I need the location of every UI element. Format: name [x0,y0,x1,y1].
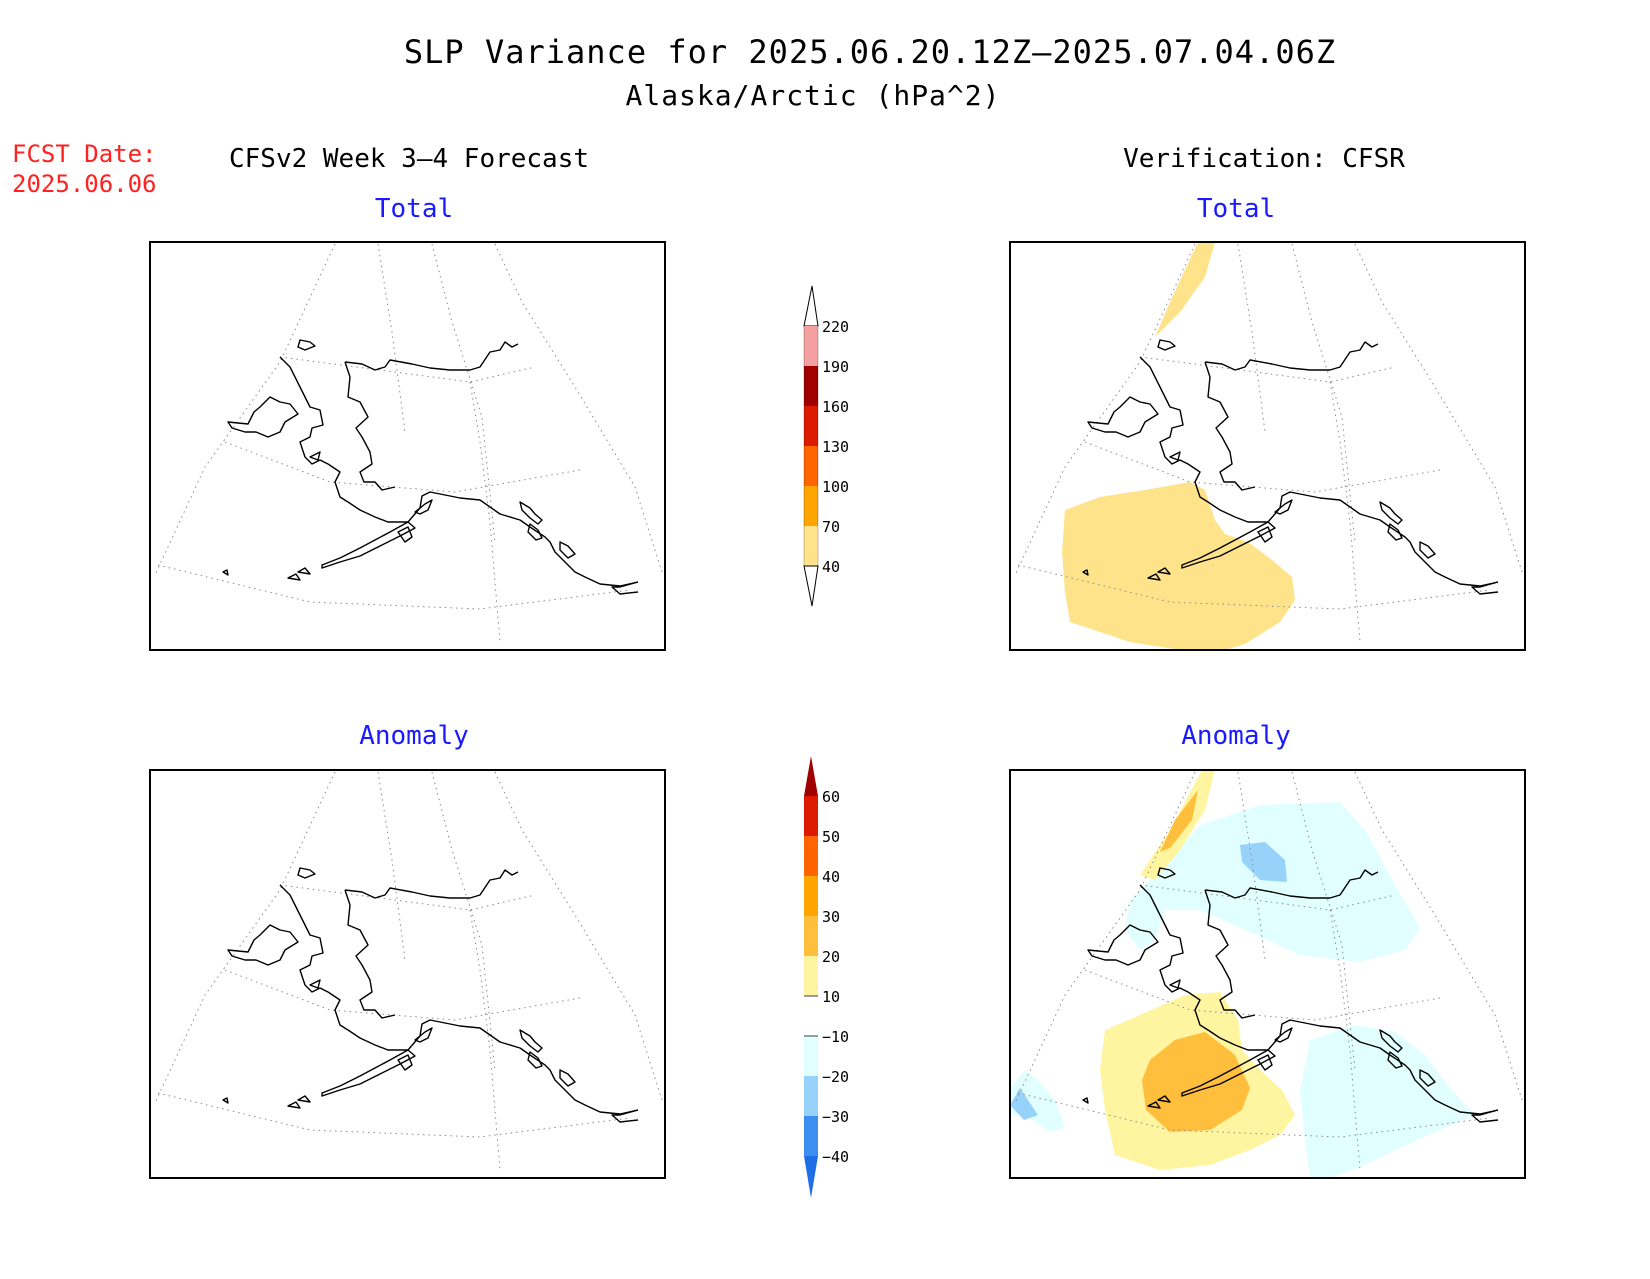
anomaly-tick-label: 40 [822,868,840,886]
variance-shading-bering [1062,482,1295,650]
total-colorbar-top-triangle [803,285,819,327]
forecast-anomaly-map [149,769,666,1179]
anomaly-negative-gulf [1300,1025,1475,1178]
anomaly-negative-west [1010,1070,1065,1132]
total-tick-label: 190 [822,358,849,376]
anomaly-colorbar: 60 50 40 30 20 10 −10 −20 −30 −40 [804,756,849,1198]
total-tick-label: 100 [822,478,849,496]
total-tick-label: 160 [822,398,849,416]
fcst-date-label: FCST Date: [12,140,157,168]
verification-column-title: Verification: CFSR [1123,144,1405,174]
variance-shading-north [1155,242,1215,337]
anomaly-pos20-north [1160,790,1198,852]
forecast-anomaly-title: Anomaly [359,721,469,751]
anomaly-tick-label: −10 [822,1028,849,1046]
chart-title: SLP Variance for 2025.06.20.12Z–2025.07.… [404,33,1336,71]
total-colorbar: 220 190 160 130 100 70 40 [803,285,849,607]
anomaly-colorbar-bottom-triangle [804,1156,818,1198]
fcst-date-value: 2025.06.06 [12,170,157,198]
verify-total-map [1009,241,1526,651]
anomaly-tick-label: −40 [822,1148,849,1166]
forecast-total-title: Total [375,194,453,224]
anomaly-neg20-west [1010,1088,1038,1120]
anomaly-tick-label: −20 [822,1068,849,1086]
anomaly-neg20-north [1240,842,1287,882]
anomaly-tick-label: −30 [822,1108,849,1126]
chart-subtitle: Alaska/Arctic (hPa^2) [625,79,1000,112]
verify-total-title: Total [1197,194,1275,224]
anomaly-tick-label: 60 [822,788,840,806]
anomaly-pos20-bering [1142,1032,1250,1132]
anomaly-colorbar-top-triangle [804,756,818,796]
anomaly-tick-label: 50 [822,828,840,846]
verify-anomaly-map [1009,769,1526,1179]
anomaly-tick-label: 10 [822,988,840,1006]
total-tick-label: 70 [822,518,840,536]
total-tick-label: 220 [822,318,849,336]
anomaly-tick-label: 30 [822,908,840,926]
total-tick-label: 40 [822,558,840,576]
forecast-column-title: CFSv2 Week 3–4 Forecast [229,144,589,174]
verify-anomaly-title: Anomaly [1181,721,1291,751]
anomaly-tick-label: 20 [822,948,840,966]
total-tick-label: 130 [822,438,849,456]
anomaly-negative-north [1125,802,1420,962]
total-colorbar-bottom-triangle [803,565,819,607]
forecast-total-map [149,241,666,651]
